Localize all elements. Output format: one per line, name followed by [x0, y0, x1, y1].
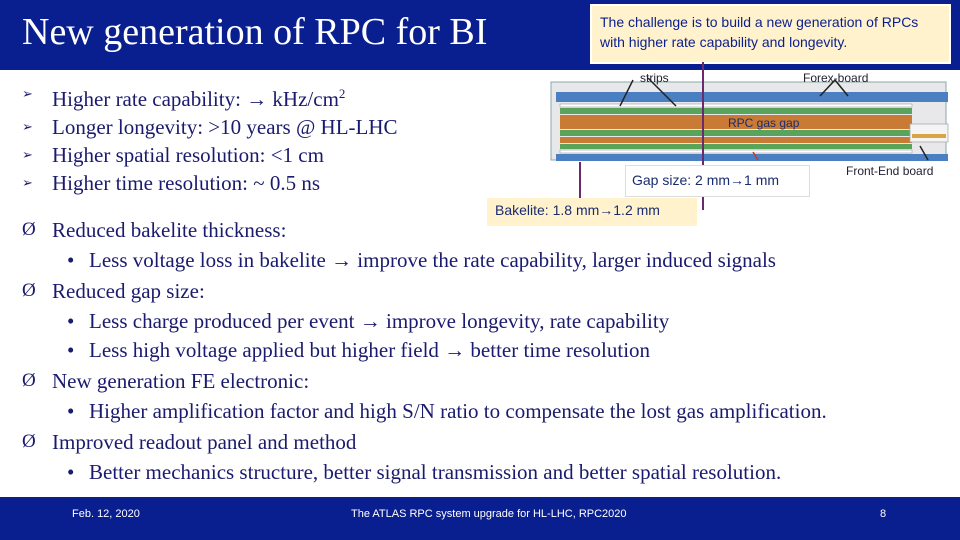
- improvement-detail: • Less high voltage applied but higher f…: [22, 336, 827, 365]
- front-end-board-label: Front-End board: [846, 164, 934, 178]
- page-number: 8: [880, 508, 887, 520]
- bullet-dot-icon: •: [67, 338, 75, 362]
- feature-item: ➢ Higher time resolution: ~ 0.5 ns: [22, 169, 398, 197]
- bullet-dot-icon: •: [67, 399, 75, 423]
- forex-board-top: [556, 92, 948, 102]
- feature-item: ➢ Longer longevity: >10 years @ HL-LHC: [22, 113, 398, 141]
- feature-text: Longer longevity: >10 years @ HL-LHC: [52, 115, 398, 139]
- improvement-detail: • Better mechanics structure, better sig…: [22, 458, 827, 487]
- forex-board-label: Forex-board: [803, 71, 869, 85]
- bakelite-label: Bakelite: 1.8 mm→1.2 mm: [487, 198, 697, 226]
- footer-presentation-title: The ATLAS RPC system upgrade for HL-LHC,…: [351, 508, 627, 520]
- strips-pointer: [647, 77, 677, 107]
- feature-text: Higher time resolution: ~ 0.5 ns: [52, 171, 320, 195]
- improvement-item: Ø Improved readout panel and method: [22, 426, 827, 458]
- right-arrow-icon: →: [331, 248, 353, 272]
- arrow-bullet-icon: Ø: [22, 370, 36, 391]
- strips-label: strips: [640, 71, 669, 85]
- detail-result: improve longevity, rate capability: [380, 309, 670, 333]
- improvement-heading: Reduced gap size:: [52, 279, 205, 303]
- feature-item: ➢ Higher rate capability: → kHz/cm2: [22, 80, 398, 113]
- arrow-bullet-icon: ➢: [22, 86, 33, 101]
- forex-board-bottom: [556, 154, 948, 161]
- detail-text: Less high voltage applied but higher fie…: [89, 338, 445, 362]
- improvement-detail: • Less voltage loss in bakelite → improv…: [22, 246, 827, 275]
- arrow-bullet-icon: ➢: [22, 175, 33, 190]
- detail-text: Less charge produced per event: [89, 309, 360, 333]
- feature-item: ➢ Higher spatial resolution: <1 cm: [22, 141, 398, 169]
- improvement-item: Ø Reduced gap size:: [22, 275, 827, 307]
- bakelite-new: 1.2 mm: [613, 202, 660, 218]
- forex-pointer: [819, 79, 836, 97]
- right-arrow-icon: →: [444, 338, 466, 362]
- bakelite-old: Bakelite: 1.8 mm: [495, 202, 600, 218]
- arrow-bullet-icon: ➢: [22, 119, 33, 134]
- feature-unit: kHz/cm: [267, 87, 339, 111]
- arrow-bullet-icon: Ø: [22, 431, 36, 452]
- fe-board-pointer: [919, 145, 929, 161]
- detail-text: Better mechanics structure, better signa…: [89, 460, 782, 484]
- front-end-board-box: [909, 123, 949, 143]
- improvement-item: Ø Reduced bakelite thickness:: [22, 214, 827, 246]
- improvement-list: Ø Reduced bakelite thickness: • Less vol…: [22, 214, 827, 487]
- right-arrow-icon: →: [246, 87, 268, 111]
- gas-gap-lower: [560, 137, 912, 143]
- gap-size-old: Gap size: 2 mm: [632, 172, 731, 188]
- rpc-cross-section-diagram: [550, 62, 949, 210]
- improvement-detail: • Higher amplification factor and high S…: [22, 397, 827, 426]
- strip-layer-top: [559, 103, 913, 108]
- detail-text: Higher amplification factor and high S/N…: [89, 399, 827, 423]
- right-arrow-icon: →: [730, 172, 745, 188]
- improvement-heading: New generation FE electronic:: [52, 369, 310, 393]
- bakelite-mid: [560, 130, 912, 136]
- right-arrow-icon: →: [359, 309, 381, 333]
- arrow-bullet-icon: ➢: [22, 147, 33, 162]
- bullet-dot-icon: •: [67, 248, 75, 272]
- bakelite-bottom: [560, 144, 912, 149]
- front-end-chip: [912, 134, 946, 138]
- gap-size-new: 1 mm: [744, 172, 780, 188]
- improvement-heading: Improved readout panel and method: [52, 430, 357, 454]
- gap-size-label: Gap size: 2 mm→1 mm: [625, 165, 810, 197]
- right-arrow-icon: →: [599, 202, 614, 218]
- arrow-bullet-icon: Ø: [22, 219, 36, 240]
- footer-date: Feb. 12, 2020: [72, 508, 140, 520]
- detail-result: better time resolution: [465, 338, 651, 362]
- forex-pointer: [834, 79, 849, 97]
- strips-pointer: [619, 79, 634, 107]
- bakelite-top: [560, 108, 912, 114]
- slide-title: New generation of RPC for BI: [22, 11, 488, 53]
- improvement-item: Ø New generation FE electronic:: [22, 365, 827, 397]
- feature-unit-sup: 2: [338, 86, 346, 101]
- bullet-dot-icon: •: [67, 460, 75, 484]
- gas-gap-upper: [560, 115, 912, 129]
- feature-text: Higher spatial resolution: <1 cm: [52, 143, 324, 167]
- arrow-bullet-icon: Ø: [22, 280, 36, 301]
- challenge-callout: The challenge is to build a new generati…: [590, 4, 951, 64]
- slide-footer: Feb. 12, 2020 The ATLAS RPC system upgra…: [0, 497, 960, 540]
- detail-result: improve the rate capability, larger indu…: [352, 248, 776, 272]
- improvement-heading: Reduced bakelite thickness:: [52, 218, 287, 242]
- strip-layer-bottom: [559, 149, 913, 154]
- gas-gap-label: RPC gas gap: [728, 116, 800, 130]
- detail-text: Less voltage loss in bakelite: [89, 248, 332, 272]
- feature-text: Higher rate capability:: [52, 87, 247, 111]
- gap-size-pointer: [752, 151, 759, 161]
- feature-list: ➢ Higher rate capability: → kHz/cm2 ➢ Lo…: [22, 80, 398, 197]
- bullet-dot-icon: •: [67, 309, 75, 333]
- improvement-detail: • Less charge produced per event → impro…: [22, 307, 827, 336]
